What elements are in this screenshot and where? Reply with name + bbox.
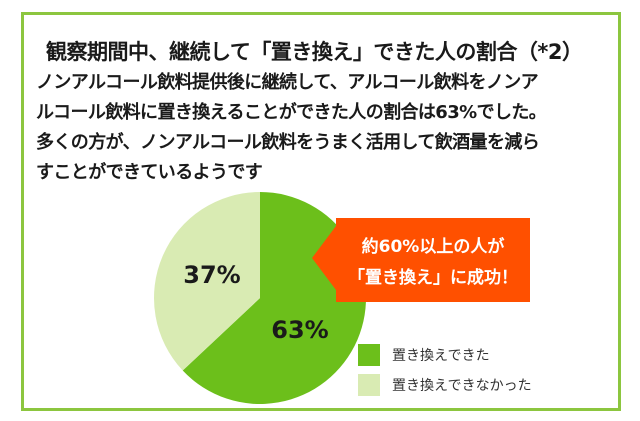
legend-item-not-replaced: 置き換えできなかった <box>358 374 532 396</box>
pie-slice-replaced <box>182 192 367 405</box>
legend-swatch <box>358 374 380 396</box>
slice-label-not-replaced: 37% <box>183 261 240 289</box>
legend-label: 置き換えできなかった <box>392 378 532 394</box>
legend-swatch <box>358 344 380 366</box>
legend-label: 置き換えできた <box>392 348 490 364</box>
callout-line-2: 「置き換え」に成功！ <box>348 267 518 288</box>
description-line: ルコール飲料に置き換えることができた人の割合は63%でした。 <box>36 102 547 123</box>
legend-item-replaced: 置き換えできた <box>358 344 490 366</box>
chart-title: 観察期間中、継続して「置き換え」できた人の割合（*2） <box>46 40 583 64</box>
pie-slice-not-replaced <box>154 192 260 371</box>
chart-frame <box>21 12 621 411</box>
slice-label-replaced: 63% <box>271 316 328 344</box>
callout-box <box>312 218 530 302</box>
callout-line-1: 約60%以上の人が <box>362 236 505 257</box>
description-line: すことができているようです <box>36 162 263 183</box>
description-line: 多くの方が、ノンアルコール飲料をうまく活用して飲酒量を減ら <box>36 132 540 153</box>
description-line: ノンアルコール飲料提供後に継続して、アルコール飲料をノンア <box>36 72 539 93</box>
